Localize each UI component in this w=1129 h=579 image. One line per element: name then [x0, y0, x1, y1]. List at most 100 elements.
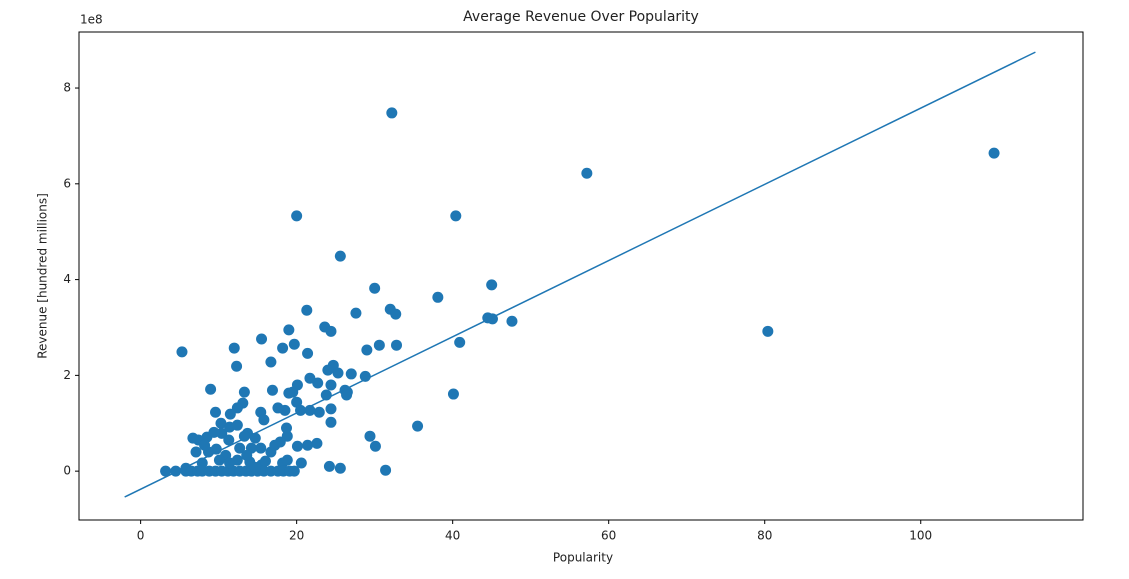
point [281, 422, 293, 434]
point [190, 446, 202, 458]
point [325, 416, 337, 428]
point [272, 402, 284, 414]
point [283, 387, 295, 399]
point [210, 443, 222, 455]
y-tick-label: 8 [63, 81, 71, 95]
point [506, 315, 518, 327]
point [160, 465, 172, 477]
point [334, 250, 346, 262]
point [258, 414, 270, 426]
point [350, 307, 362, 319]
point [325, 403, 337, 415]
point [255, 442, 267, 454]
point [332, 367, 344, 379]
point [259, 455, 271, 467]
point [281, 454, 293, 466]
point [432, 291, 444, 303]
point [364, 430, 376, 442]
point [325, 379, 337, 391]
point [334, 462, 346, 474]
x-tick-label: 0 [137, 529, 145, 543]
point [213, 454, 225, 466]
point [291, 210, 303, 222]
point [581, 167, 593, 179]
point [369, 440, 381, 452]
point [291, 396, 303, 408]
point [361, 344, 373, 356]
point [345, 368, 357, 380]
point [304, 404, 316, 416]
point [223, 434, 235, 446]
point [224, 457, 236, 469]
point [265, 356, 277, 368]
point [359, 370, 371, 382]
point [238, 430, 250, 442]
point [187, 432, 199, 444]
point [325, 325, 337, 337]
point [301, 304, 313, 316]
point [256, 333, 268, 345]
x-tick-label: 80 [757, 529, 772, 543]
point [231, 402, 243, 414]
point [288, 465, 300, 477]
point [274, 436, 286, 448]
y-tick-label: 4 [63, 272, 71, 286]
point [241, 449, 253, 461]
point [323, 460, 335, 472]
point [390, 308, 402, 320]
plot-frame [78, 31, 1084, 521]
point [210, 406, 222, 418]
y-offset-text: 1e8 [80, 13, 103, 27]
point [311, 437, 323, 449]
y-tick-label: 2 [63, 368, 71, 382]
point [320, 389, 332, 401]
point [304, 372, 316, 384]
point [283, 324, 295, 336]
x-axis-label: Popularity [553, 551, 613, 565]
point [215, 417, 227, 429]
point [266, 384, 278, 396]
y-axis-label: Revenue [hundred millions] [36, 193, 50, 359]
point [313, 406, 325, 418]
point [454, 336, 466, 348]
point [322, 364, 334, 376]
x-tick-label: 60 [601, 529, 616, 543]
point [386, 107, 398, 119]
point [224, 408, 236, 420]
point [228, 342, 240, 354]
point [288, 338, 300, 350]
point [231, 360, 243, 372]
point [391, 339, 403, 351]
point [291, 440, 303, 452]
point [205, 383, 217, 395]
point [380, 464, 392, 476]
x-tick-label: 100 [909, 529, 932, 543]
x-tick-label: 40 [445, 529, 460, 543]
point [176, 346, 188, 358]
point [447, 388, 459, 400]
point [988, 147, 1000, 159]
point [238, 386, 250, 398]
point [231, 419, 243, 431]
point [249, 432, 261, 444]
point [249, 461, 261, 473]
y-tick-label: 0 [63, 464, 71, 478]
point [295, 457, 307, 469]
point [196, 457, 208, 469]
y-tick-label: 6 [63, 176, 71, 190]
point [369, 282, 381, 294]
point [199, 439, 211, 451]
trend-line [124, 51, 1036, 498]
point [762, 325, 774, 337]
point [277, 342, 289, 354]
point [486, 279, 498, 291]
point [302, 347, 314, 359]
chart-title: Average Revenue Over Popularity [463, 9, 699, 25]
point [450, 210, 462, 222]
point [295, 404, 307, 416]
point [373, 339, 385, 351]
x-tick-label: 20 [289, 529, 304, 543]
point [234, 442, 246, 454]
point [486, 313, 498, 325]
